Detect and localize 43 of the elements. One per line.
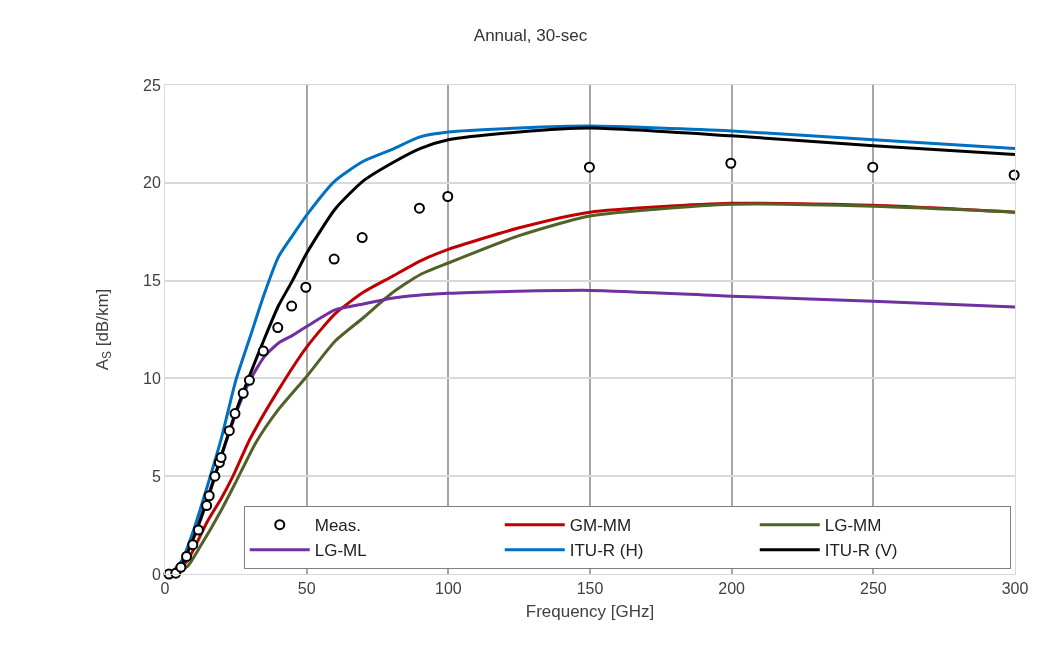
y-tick-label: 5 bbox=[151, 467, 161, 485]
x-axis-title: Frequency [GHz] bbox=[525, 601, 655, 621]
point bbox=[192, 524, 204, 536]
point bbox=[243, 374, 255, 386]
point bbox=[175, 561, 187, 573]
point bbox=[257, 345, 269, 357]
point bbox=[209, 470, 221, 482]
point bbox=[300, 281, 312, 293]
point bbox=[215, 451, 227, 463]
x-tick-label: 100 bbox=[434, 580, 462, 598]
legend-label: ITU-R (V) bbox=[824, 541, 898, 561]
point bbox=[187, 539, 199, 551]
point bbox=[867, 161, 879, 173]
point bbox=[583, 161, 595, 173]
point bbox=[413, 202, 425, 214]
y-tick-label: 25 bbox=[143, 76, 161, 94]
point bbox=[725, 157, 737, 169]
point bbox=[223, 425, 235, 437]
x-tick-label: 150 bbox=[576, 580, 604, 598]
x-tick-label: 200 bbox=[718, 580, 746, 598]
legend-label: LG-MM bbox=[824, 516, 882, 536]
y-tick-label: 0 bbox=[151, 565, 161, 583]
x-tick-label: 250 bbox=[859, 580, 887, 598]
y-tick-label: 10 bbox=[143, 370, 161, 387]
point bbox=[229, 408, 241, 420]
y-tick-label: 15 bbox=[143, 272, 161, 290]
point bbox=[286, 300, 298, 312]
point bbox=[237, 387, 249, 399]
point bbox=[203, 490, 215, 502]
legend-label: LG-ML bbox=[314, 541, 367, 561]
point bbox=[442, 190, 454, 202]
x-tick-label: 50 bbox=[297, 580, 316, 598]
legend-label: GM-MM bbox=[569, 516, 632, 536]
point bbox=[181, 550, 193, 562]
y-tick-label: 20 bbox=[143, 174, 161, 192]
x-tick-label: 300 bbox=[1001, 580, 1029, 598]
point bbox=[201, 500, 213, 512]
legend-label: ITU-R (H) bbox=[569, 541, 644, 561]
point bbox=[356, 232, 368, 244]
chart-title: Annual, 30-sec bbox=[473, 26, 588, 46]
point bbox=[272, 322, 284, 334]
point bbox=[328, 253, 340, 265]
legend-label: Meas. bbox=[314, 516, 362, 536]
